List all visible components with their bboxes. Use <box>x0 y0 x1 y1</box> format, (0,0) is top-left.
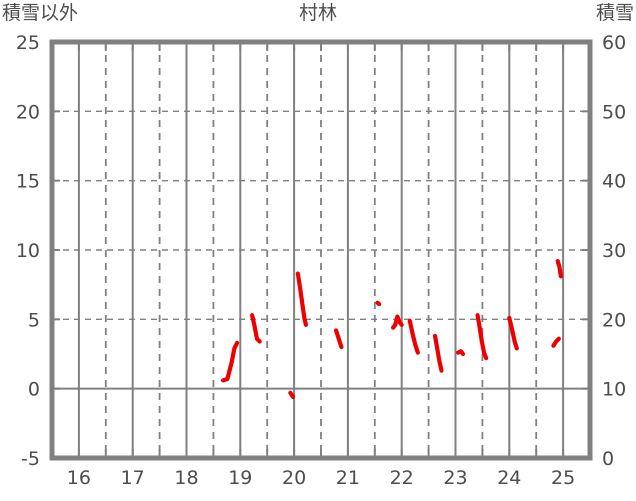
x-axis-tick-label: 25 <box>551 467 575 489</box>
tick-labels: -5 0 5 10 15 20 25 0 10 20 30 40 50 60 16 17 18 19 20 21 22 2… <box>16 32 626 489</box>
y-axis-tick-label: 15 <box>16 171 40 193</box>
x-axis-tick-label: 16 <box>67 467 91 489</box>
y-axis-tick-label: 25 <box>16 32 40 54</box>
page-title: 村林 <box>298 2 337 24</box>
y2-axis-tick-label: 30 <box>602 240 626 262</box>
y2-axis-tick-label: 10 <box>602 379 626 401</box>
right-axis-title: 積雪 <box>595 2 634 24</box>
x-axis-tick-label: 17 <box>121 467 145 489</box>
data-segment <box>390 314 404 330</box>
y2-axis-tick-label: 0 <box>602 448 614 470</box>
data-segment <box>432 333 444 373</box>
y2-axis-tick-label: 50 <box>602 101 626 123</box>
y-axis-tick-label: 5 <box>28 309 40 331</box>
y2-axis-tick-label: 20 <box>602 309 626 331</box>
y-axis-tick-label: 20 <box>16 101 40 123</box>
data-segment <box>475 313 489 361</box>
y2-axis-tick-label: 40 <box>602 171 626 193</box>
grid-layer <box>52 42 590 458</box>
x-axis-tick-label: 18 <box>174 467 198 489</box>
data-segment <box>333 328 344 350</box>
tick-marks <box>52 42 591 458</box>
data-segment <box>375 300 382 307</box>
data-segment <box>295 271 309 327</box>
x-axis-tick-label: 22 <box>390 467 414 489</box>
data-segment <box>220 340 240 383</box>
data-segment <box>551 336 561 348</box>
x-axis-tick-label: 19 <box>228 467 252 489</box>
left-axis-title: 積雪以外 <box>2 2 79 24</box>
data-segment <box>555 258 564 279</box>
data-segment <box>407 318 420 355</box>
series-non-snow <box>220 258 564 400</box>
x-axis-tick-label: 24 <box>497 467 521 489</box>
y-axis-tick-label: 0 <box>28 379 40 401</box>
data-segment <box>507 315 519 351</box>
y-axis-tick-label: 10 <box>16 240 40 262</box>
x-axis-tick-label: 20 <box>282 467 306 489</box>
x-axis-tick-label: 21 <box>336 467 360 489</box>
data-segment <box>456 349 466 357</box>
y2-axis-tick-label: 60 <box>602 32 626 54</box>
data-segment <box>250 313 262 344</box>
data-segment <box>288 390 296 400</box>
y-axis-tick-label: -5 <box>21 448 40 470</box>
x-axis-tick-label: 23 <box>443 467 467 489</box>
